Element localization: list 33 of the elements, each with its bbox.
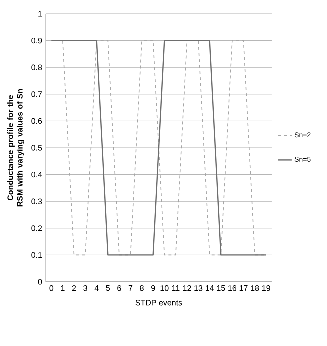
x-tick-label: 19 — [262, 286, 270, 292]
y-axis-title: Conductance profile for the RSM with varying values of Sn — [7, 89, 24, 207]
x-tick-label: 16 — [228, 286, 237, 292]
x-tick-label: 10 — [160, 286, 169, 292]
x-tick-label: 13 — [194, 286, 203, 292]
x-tick-label: 11 — [172, 286, 180, 292]
x-tick-label: 6 — [118, 286, 122, 292]
y-tick-label: 0.9 — [32, 38, 42, 44]
x-tick-label: 1 — [61, 286, 65, 292]
y-tick-label: 0.2 — [32, 226, 42, 232]
y-tick-label: 1 — [38, 11, 42, 17]
y-tick-label: 0.5 — [32, 145, 42, 151]
y-tick-label: 0.8 — [32, 64, 42, 70]
y-tick-label: 0.6 — [32, 118, 42, 124]
x-tick-label: 2 — [72, 286, 76, 292]
x-tick-label: 8 — [140, 286, 144, 292]
x-tick-label: 3 — [84, 286, 88, 292]
x-tick-label: 15 — [217, 286, 226, 292]
y-tick-label: 0.4 — [32, 172, 42, 178]
x-tick-label: 7 — [128, 286, 133, 292]
y-tick-label: 0 — [38, 279, 42, 285]
y-tick-label: 0.3 — [32, 198, 42, 204]
x-tick-label: 5 — [106, 286, 110, 292]
x-tick-label: 0 — [50, 286, 54, 292]
x-tick-label: 9 — [151, 286, 156, 292]
y-tick-label: 0.1 — [32, 252, 42, 258]
x-axis-title: STDP events — [136, 300, 182, 306]
y-tick-label: 0.7 — [32, 92, 42, 98]
x-tick-label: 4 — [94, 286, 99, 292]
x-tick-label: 18 — [251, 286, 260, 292]
x-tick-label: 12 — [183, 286, 192, 292]
x-tick-label: 17 — [240, 286, 248, 292]
x-tick-label: 14 — [206, 286, 214, 292]
